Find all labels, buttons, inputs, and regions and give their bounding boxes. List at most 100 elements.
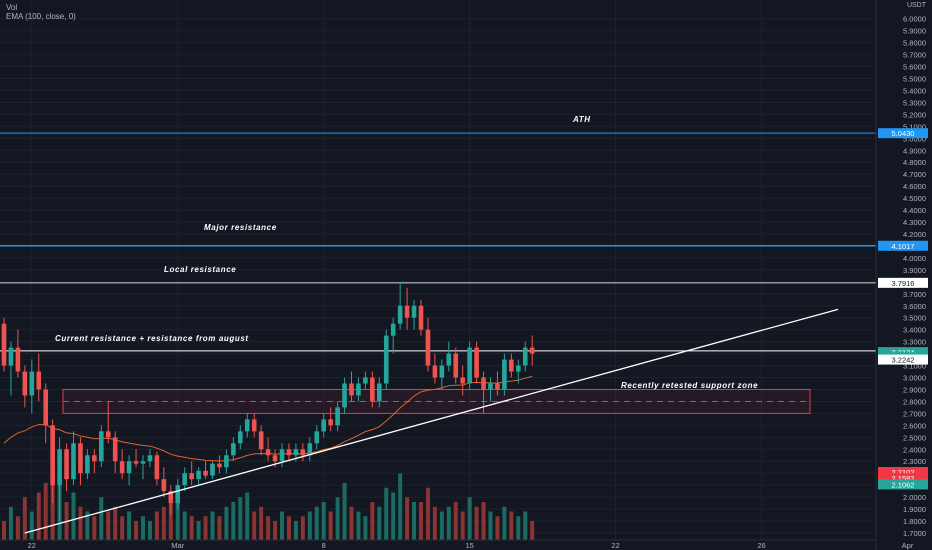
candle[interactable]	[258, 431, 264, 450]
price-badge	[878, 473, 928, 484]
candle[interactable]	[488, 383, 493, 390]
candle[interactable]	[411, 305, 417, 318]
candle[interactable]	[307, 443, 313, 456]
candle[interactable]	[78, 443, 83, 474]
candle[interactable]	[502, 359, 507, 390]
y-tick-label: 4.5000	[903, 194, 926, 203]
volume-bar	[259, 506, 264, 540]
candle[interactable]	[474, 347, 479, 378]
ath-badge	[878, 128, 928, 139]
volume-bar	[85, 511, 90, 540]
candle[interactable]	[231, 443, 236, 456]
candle[interactable]	[453, 353, 459, 378]
candle[interactable]	[314, 431, 320, 444]
candle[interactable]	[509, 359, 514, 372]
candle[interactable]	[217, 463, 222, 468]
volume-bar	[141, 516, 145, 540]
candle[interactable]	[29, 371, 35, 396]
candle[interactable]	[446, 353, 452, 366]
candle[interactable]	[99, 431, 104, 462]
candle[interactable]	[140, 461, 146, 464]
candle[interactable]	[64, 449, 69, 480]
candle[interactable]	[57, 449, 62, 486]
candle[interactable]	[300, 449, 306, 456]
volume-bar	[307, 511, 312, 540]
candle[interactable]	[279, 449, 285, 462]
candle[interactable]	[342, 383, 347, 408]
candle[interactable]	[390, 323, 396, 336]
candle[interactable]	[168, 491, 174, 504]
candle[interactable]	[272, 455, 278, 462]
volume-bar	[349, 506, 354, 540]
candle[interactable]	[328, 419, 333, 426]
candle[interactable]	[383, 335, 389, 384]
x-tick-label: Apr	[902, 541, 914, 550]
price-axis[interactable]	[876, 0, 932, 550]
candle[interactable]	[92, 455, 97, 462]
candle[interactable]	[238, 431, 243, 444]
volume-bar	[335, 497, 340, 540]
candle[interactable]	[460, 377, 465, 384]
local-resistance-badge	[878, 277, 928, 288]
candle[interactable]	[182, 473, 187, 486]
candle[interactable]	[377, 383, 382, 402]
candle[interactable]	[432, 365, 438, 378]
candle[interactable]	[1, 323, 7, 366]
volume-bar	[71, 492, 76, 540]
candle[interactable]	[203, 470, 208, 476]
candle[interactable]	[481, 377, 486, 390]
candle[interactable]	[467, 347, 472, 384]
candle[interactable]	[43, 389, 48, 426]
candle[interactable]	[15, 347, 21, 372]
y-tick-label: 3.6000	[903, 302, 926, 311]
candle[interactable]	[36, 371, 42, 390]
candle[interactable]	[516, 365, 521, 372]
candle[interactable]	[265, 449, 271, 456]
candle[interactable]	[71, 443, 76, 480]
candle[interactable]	[370, 377, 375, 402]
x-tick-label: Mar	[171, 541, 184, 550]
candle[interactable]	[529, 347, 535, 354]
candle[interactable]	[154, 455, 160, 480]
candle[interactable]	[335, 407, 340, 426]
y-tick-label: 4.3000	[903, 218, 926, 227]
support-trendline[interactable]	[24, 308, 839, 534]
volume-bar	[377, 506, 382, 540]
volume-bar	[509, 511, 514, 540]
major-resistance-badge	[878, 240, 928, 251]
candle[interactable]	[286, 449, 292, 456]
candle[interactable]	[189, 473, 194, 480]
candle[interactable]	[293, 449, 299, 456]
candle[interactable]	[244, 419, 250, 432]
candle[interactable]	[321, 419, 326, 432]
candle[interactable]	[425, 329, 431, 366]
candle[interactable]	[175, 485, 181, 504]
candle[interactable]	[119, 461, 125, 474]
candle[interactable]	[112, 437, 118, 462]
candle[interactable]	[522, 347, 528, 366]
candle[interactable]	[50, 425, 55, 486]
candle[interactable]	[251, 419, 257, 432]
candle[interactable]	[356, 383, 361, 396]
candle[interactable]	[224, 455, 229, 468]
candle[interactable]	[404, 305, 410, 318]
candle[interactable]	[495, 383, 500, 390]
candle[interactable]	[22, 371, 28, 396]
candle[interactable]	[397, 305, 403, 324]
candle[interactable]	[196, 470, 201, 480]
candle[interactable]	[349, 383, 354, 396]
candle[interactable]	[210, 463, 215, 476]
candle[interactable]	[439, 365, 445, 378]
candle[interactable]	[126, 461, 132, 474]
volume-bar	[154, 511, 159, 540]
candle[interactable]	[8, 347, 14, 366]
candle[interactable]	[147, 455, 153, 462]
candle[interactable]	[363, 377, 368, 384]
candle[interactable]	[418, 305, 424, 330]
ath-label: ATH	[572, 115, 591, 124]
candle[interactable]	[161, 479, 167, 492]
candle[interactable]	[133, 461, 139, 464]
candle[interactable]	[105, 431, 111, 438]
candle[interactable]	[85, 455, 90, 474]
